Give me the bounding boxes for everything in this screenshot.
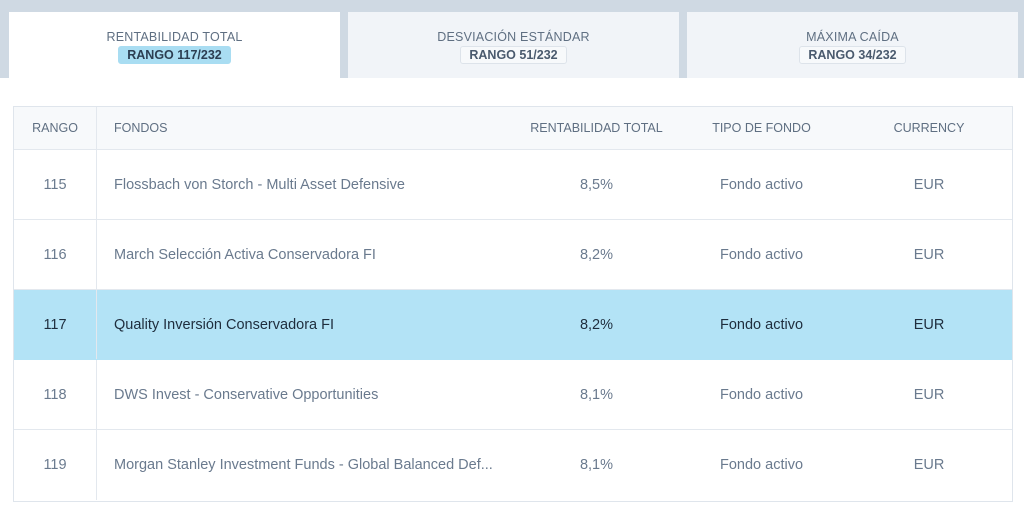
tab-rentabilidad-total[interactable]: RENTABILIDAD TOTAL RANGO 117/232 <box>9 12 340 78</box>
type-cell: Fondo activo <box>719 386 804 403</box>
return-cell: 8,2% <box>579 246 614 263</box>
fund-link[interactable]: Quality Inversión Conservadora FI <box>114 290 544 359</box>
return-cell: 8,1% <box>579 386 614 403</box>
tab-title: MÁXIMA CAÍDA <box>806 30 899 44</box>
type-cell: Fondo activo <box>719 246 804 263</box>
currency-cell: EUR <box>913 457 945 473</box>
currency-cell: EUR <box>913 176 945 193</box>
rank-badge: RANGO 51/232 <box>460 46 567 64</box>
table-row-highlighted[interactable]: 117 Quality Inversión Conservadora FI 8,… <box>14 290 1012 360</box>
fund-link[interactable]: March Selección Activa Conservadora FI <box>114 220 544 289</box>
type-cell: Fondo activo <box>719 176 804 193</box>
table-row[interactable]: 116 March Selección Activa Conservadora … <box>14 220 1012 290</box>
table-row[interactable]: 115 Flossbach von Storch - Multi Asset D… <box>14 150 1012 220</box>
ranking-table: RANGO FONDOS RENTABILIDAD TOTAL TIPO DE … <box>13 106 1013 502</box>
tab-title: DESVIACIÓN ESTÁNDAR <box>437 30 590 44</box>
tab-title: RENTABILIDAD TOTAL <box>106 30 243 44</box>
table-header: RANGO FONDOS RENTABILIDAD TOTAL TIPO DE … <box>14 107 1012 150</box>
fund-link[interactable]: Morgan Stanley Investment Funds - Global… <box>114 430 544 500</box>
currency-cell: EUR <box>913 316 945 333</box>
table-row[interactable]: 118 DWS Invest - Conservative Opportunit… <box>14 360 1012 430</box>
header-fund: FONDOS <box>114 121 168 135</box>
rank-cell: 117 <box>14 290 97 359</box>
header-return: RENTABILIDAD TOTAL <box>530 121 663 135</box>
type-cell: Fondo activo <box>719 457 804 473</box>
fund-name[interactable]: March Selección Activa Conservadora FI <box>114 246 376 263</box>
header-rank: RANGO <box>14 107 97 149</box>
header-type: TIPO DE FONDO <box>712 121 811 135</box>
return-cell: 8,1% <box>579 457 614 473</box>
return-cell: 8,2% <box>579 316 614 333</box>
rank-cell: 119 <box>14 430 97 500</box>
rank-cell: 115 <box>14 150 97 219</box>
type-cell: Fondo activo <box>719 316 804 333</box>
table-row[interactable]: 119 Morgan Stanley Investment Funds - Gl… <box>14 430 1012 500</box>
rank-badge: RANGO 34/232 <box>799 46 906 64</box>
metric-tabs: RENTABILIDAD TOTAL RANGO 117/232 DESVIAC… <box>0 12 1024 78</box>
tab-desviacion-estandar[interactable]: DESVIACIÓN ESTÁNDAR RANGO 51/232 <box>348 12 679 78</box>
fund-name[interactable]: Morgan Stanley Investment Funds - Global… <box>114 457 493 473</box>
fund-name[interactable]: Flossbach von Storch - Multi Asset Defen… <box>114 176 405 193</box>
fund-name[interactable]: DWS Invest - Conservative Opportunities <box>114 386 379 403</box>
currency-cell: EUR <box>913 246 945 263</box>
fund-link[interactable]: DWS Invest - Conservative Opportunities <box>114 360 544 429</box>
fund-name[interactable]: Quality Inversión Conservadora FI <box>114 316 335 333</box>
return-cell: 8,5% <box>579 176 614 193</box>
rank-cell: 116 <box>14 220 97 289</box>
tab-maxima-caida[interactable]: MÁXIMA CAÍDA RANGO 34/232 <box>687 12 1018 78</box>
rank-badge: RANGO 117/232 <box>118 46 231 64</box>
currency-cell: EUR <box>913 386 945 403</box>
header-currency: CURRENCY <box>893 121 965 135</box>
rank-cell: 118 <box>14 360 97 429</box>
fund-link[interactable]: Flossbach von Storch - Multi Asset Defen… <box>114 150 544 219</box>
